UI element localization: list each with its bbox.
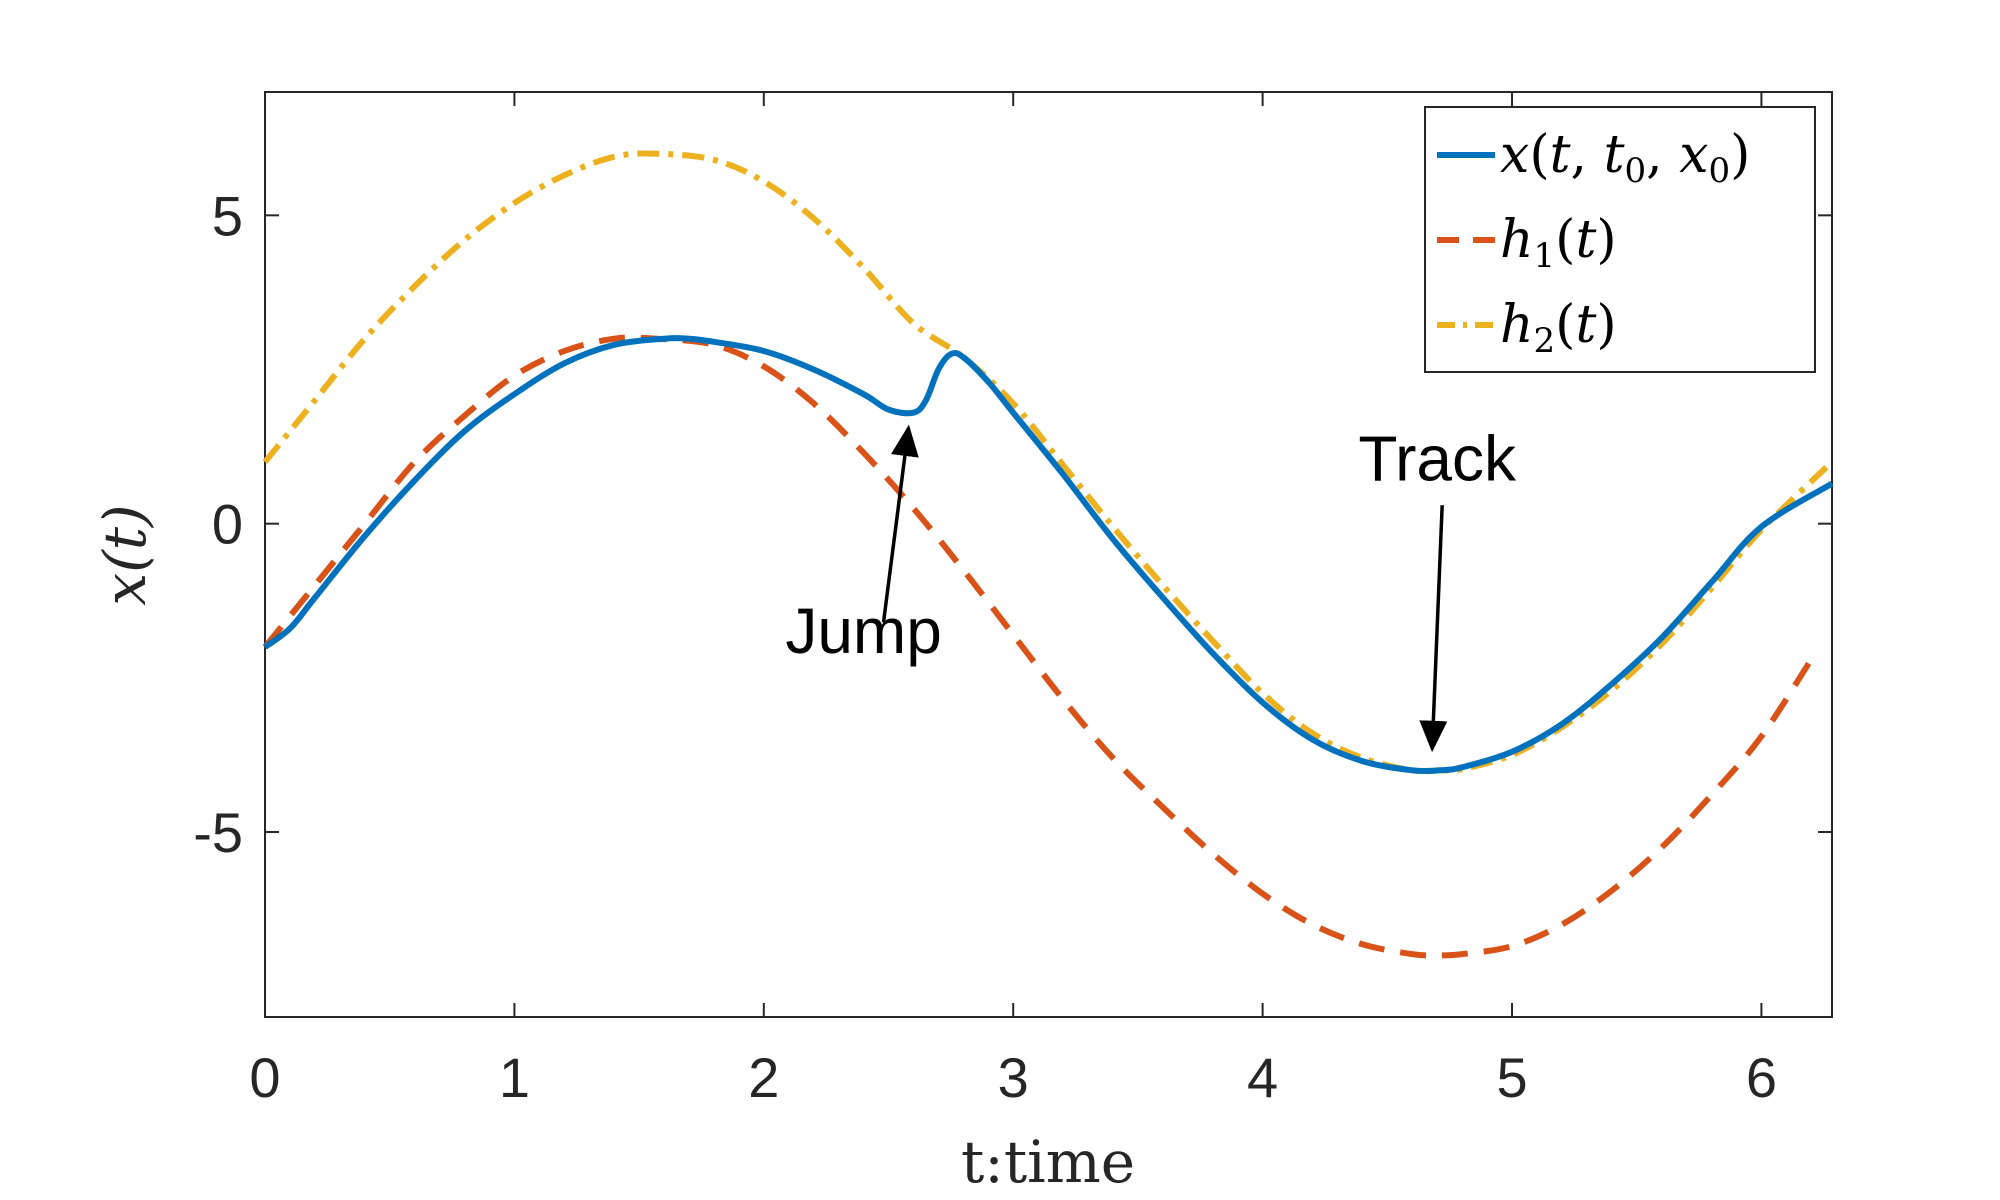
annotation-label-track: Track	[1358, 423, 1517, 495]
x-tick-label: 6	[1746, 1046, 1777, 1109]
x-tick-label: 1	[499, 1046, 530, 1109]
y-tick-label: -5	[193, 801, 243, 864]
series-lines	[262, 150, 1835, 959]
y-tick-label: 5	[212, 184, 243, 247]
y-axis-label: x(t)	[91, 504, 159, 605]
ticks: 0 1 2 3 4 5 6 -5 0 5	[193, 92, 1832, 1109]
legend-label-x: x(t, t0, x0)	[1500, 125, 1750, 191]
series-line-0	[263, 335, 1834, 775]
annotations: Jump Track	[785, 423, 1517, 753]
legend-label-h1: h1(t)	[1500, 210, 1617, 276]
x-tick-label: 2	[748, 1046, 779, 1109]
x-tick-label: 3	[998, 1046, 1029, 1109]
x-tick-label: 4	[1247, 1046, 1278, 1109]
x-axis-label: t:time	[961, 1128, 1135, 1196]
annotation-arrow-jump	[881, 424, 919, 623]
y-tick-label: 0	[212, 493, 243, 556]
annotation-arrow-track	[1419, 505, 1448, 753]
annotation-label-jump: Jump	[785, 595, 942, 667]
x-tick-label: 0	[249, 1046, 280, 1109]
legend-label-h2: h2(t)	[1500, 295, 1617, 361]
legend: x(t, t0, x0) h1(t) h2(t)	[1424, 106, 1816, 373]
x-tick-label: 5	[1496, 1046, 1527, 1109]
